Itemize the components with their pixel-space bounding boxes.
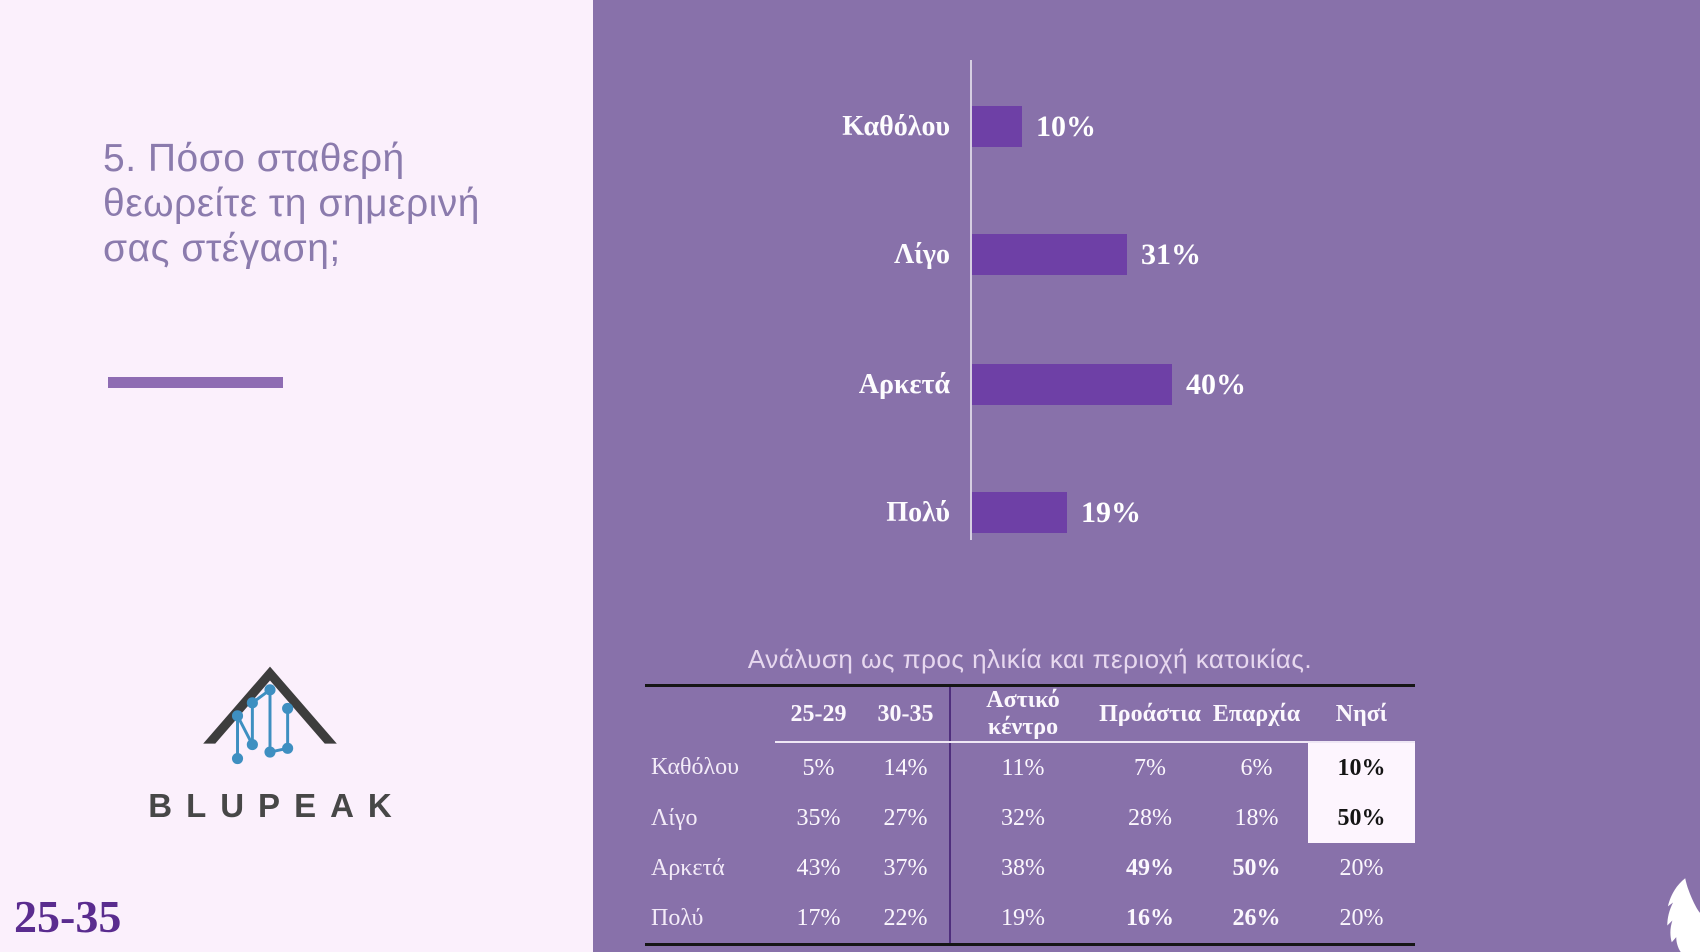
- bar-row: Πολύ 19%: [593, 492, 1700, 533]
- brand-logo: BLUPEAK: [130, 662, 410, 825]
- table-cell: 38%: [1001, 854, 1045, 881]
- table-row-label: Καθόλου: [651, 754, 740, 780]
- table-col-header: 25-29: [775, 685, 862, 743]
- bar: [972, 364, 1172, 405]
- table-row-label: Πολύ: [651, 904, 704, 931]
- table-cell: 32%: [1001, 804, 1045, 831]
- bar-value-label: 31%: [1141, 238, 1201, 271]
- table-cell: 20%: [1339, 904, 1384, 931]
- table-cell: 26%: [1232, 904, 1281, 931]
- table-row: Καθόλου 5% 14% 11% 7% 6% 10%: [645, 742, 1415, 793]
- chart-axis-line: [970, 60, 972, 540]
- bar: [972, 106, 1022, 147]
- breakdown-table-body: Καθόλου 5% 14% 11% 7% 6% 10% Λίγο 35% 27% 32% 28% 18…: [645, 742, 1415, 945]
- left-panel: 5. Πόσο σταθερή θεωρείτε τη σημερινή σας…: [0, 0, 593, 952]
- table-cell: 50%: [1308, 793, 1415, 843]
- bar-category-label: Καθόλου: [842, 111, 950, 142]
- table-cell: 14%: [862, 742, 951, 793]
- breakdown-table-header: 25-29 30-35 Αστικό κέντρο Προάστια Επαρχία Νη…: [645, 685, 1415, 743]
- table-col-header: Προάστια: [1095, 685, 1205, 743]
- table-row-label: Λίγο: [651, 804, 698, 831]
- table-col-header: 30-35: [862, 685, 951, 743]
- table-cell: 5%: [802, 754, 835, 781]
- bar-category-label: Λίγο: [894, 239, 950, 270]
- table-cell: 19%: [1001, 904, 1045, 931]
- table-cell: 17%: [796, 904, 841, 931]
- bar-value-label: 40%: [1186, 368, 1246, 401]
- breakdown-table: 25-29 30-35 Αστικό κέντρο Προάστια Επαρχία Νη…: [645, 684, 1415, 946]
- table-cell: 28%: [1128, 804, 1172, 831]
- table-col-header: Επαρχία: [1205, 685, 1308, 743]
- table-row-label: Αρκετά: [651, 854, 725, 881]
- accent-divider: [108, 377, 283, 388]
- age-group-label: 25-35: [14, 891, 122, 942]
- table-cell: 10%: [1308, 742, 1415, 793]
- table-cell: 37%: [862, 843, 951, 893]
- table-cell: 16%: [1126, 904, 1174, 931]
- dove-icon: [1667, 878, 1700, 952]
- bar: [972, 492, 1067, 533]
- table-cell: 6%: [1240, 754, 1273, 781]
- bar-row: Αρκετά 40%: [593, 364, 1700, 405]
- table-row: Αρκετά 43% 37% 38% 49% 50% 20%: [645, 843, 1415, 893]
- housing-stability-bar-chart: Καθόλου 10% Λίγο 31% Αρκετά 40% Πολύ 19%: [593, 0, 1700, 560]
- table-cell: 20%: [1339, 854, 1384, 881]
- table-col-header: Αστικό κέντρο: [950, 685, 1095, 743]
- table-title: Ανάλυση ως προς ηλικία και περιοχή κατοι…: [747, 644, 1313, 674]
- table-cell: 50%: [1232, 854, 1281, 881]
- bar-row: Λίγο 31%: [593, 234, 1700, 275]
- right-panel: Καθόλου 10% Λίγο 31% Αρκετά 40% Πολύ 19% Ανάλυσ…: [593, 0, 1700, 952]
- question-title: 5. Πόσο σταθερή θεωρείτε τη σημερινή σας…: [103, 137, 480, 270]
- table-row: Πολύ 17% 22% 19% 16% 26% 20%: [645, 893, 1415, 945]
- bar-category-label: Αρκετά: [858, 369, 950, 400]
- table-row: Λίγο 35% 27% 32% 28% 18% 50%: [645, 793, 1415, 843]
- table-cell: 27%: [862, 793, 951, 843]
- table-cell: 22%: [862, 893, 951, 945]
- bar-value-label: 19%: [1081, 496, 1141, 529]
- table-cell: 18%: [1234, 804, 1279, 831]
- bar: [972, 234, 1127, 275]
- bar-category-label: Πολύ: [886, 497, 950, 528]
- bar-value-label: 10%: [1036, 110, 1096, 143]
- table-cell: 35%: [796, 804, 841, 831]
- table-col-header: Νησί: [1308, 685, 1415, 743]
- table-header-row: 25-29 30-35 Αστικό κέντρο Προάστια Επαρχία Νη…: [645, 685, 1415, 743]
- blupeak-logotype: BLUPEAK: [148, 787, 406, 824]
- blupeak-mark-icon: [203, 666, 337, 765]
- table-cell: 7%: [1134, 754, 1166, 781]
- bar-row: Καθόλου 10%: [593, 106, 1700, 147]
- table-cell: 49%: [1126, 854, 1174, 881]
- table-cell: 11%: [1001, 754, 1045, 781]
- table-corner-cell: [645, 686, 775, 743]
- table-cell: 43%: [796, 854, 841, 881]
